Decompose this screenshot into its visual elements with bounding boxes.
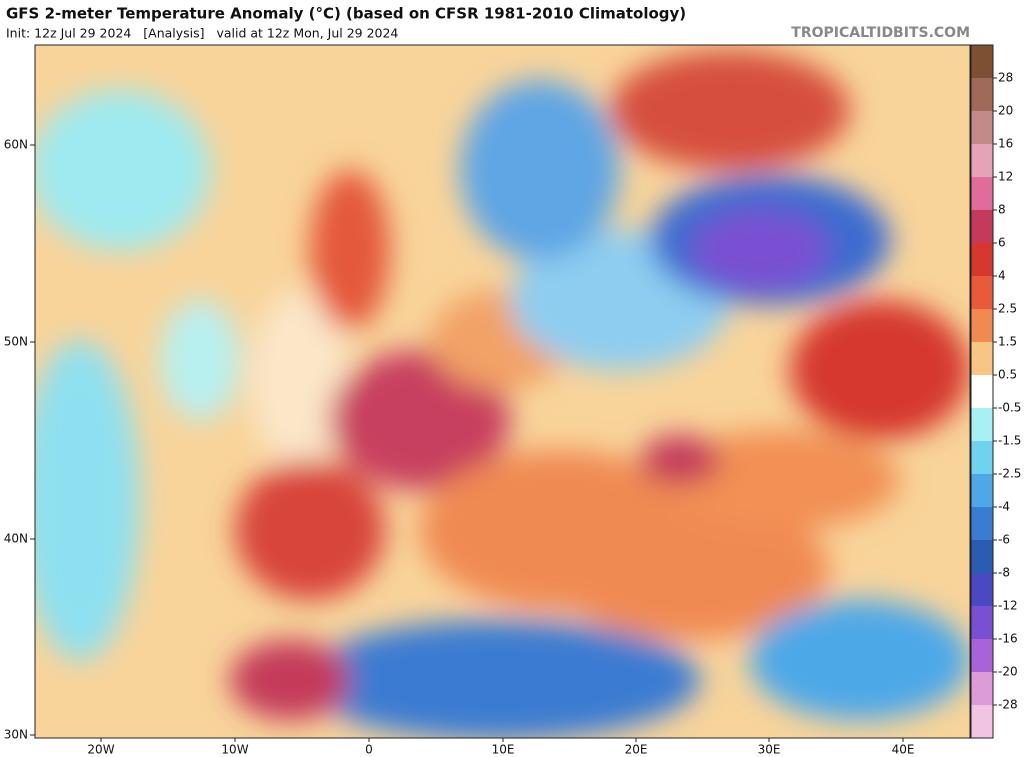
lon-label: 10E xyxy=(492,743,515,757)
colorbar-swatch xyxy=(971,375,993,409)
colorbar-frame xyxy=(970,44,994,739)
colorbar-label: -2.5 xyxy=(998,467,1021,481)
map xyxy=(35,45,970,738)
colorbar-swatch xyxy=(971,78,993,112)
lat-label: 30N xyxy=(4,728,28,742)
colorbar-swatch xyxy=(971,309,993,343)
colorbar-swatch xyxy=(971,441,993,475)
colorbar-swatch xyxy=(971,408,993,442)
colorbar-label: 28 xyxy=(998,71,1013,85)
colorbar-label: 12 xyxy=(998,170,1013,184)
colorbar-label: -20 xyxy=(998,665,1018,679)
colorbar-swatch xyxy=(971,672,993,706)
colorbar-label: 20 xyxy=(998,104,1013,118)
lon-label: 40E xyxy=(892,743,915,757)
colorbar-swatch xyxy=(971,177,993,211)
colorbar-swatch xyxy=(971,639,993,673)
lon-label: 20W xyxy=(87,743,114,757)
colorbar-label: -12 xyxy=(998,599,1018,613)
colorbar-label: 2.5 xyxy=(998,302,1017,316)
colorbar-swatch xyxy=(971,210,993,244)
colorbar-label: 8 xyxy=(998,203,1006,217)
colorbar-swatch xyxy=(971,144,993,178)
colorbar-label: 1.5 xyxy=(998,335,1017,349)
colorbar-swatch xyxy=(971,507,993,541)
colorbar-label: -1.5 xyxy=(998,434,1021,448)
colorbar-label: -8 xyxy=(998,566,1010,580)
title: GFS 2-meter Temperature Anomaly (°C) (ba… xyxy=(6,5,686,23)
colorbar-label: -0.5 xyxy=(998,401,1021,415)
colorbar-label: 4 xyxy=(998,269,1006,283)
colorbar-swatch xyxy=(971,243,993,277)
colorbar-label: 16 xyxy=(998,137,1013,151)
colorbar-swatch xyxy=(971,573,993,607)
colorbar-label: -16 xyxy=(998,632,1018,646)
lon-label: 30E xyxy=(758,743,781,757)
init-line: Init: 12z Jul 29 2024 [Analysis] valid a… xyxy=(6,26,398,41)
colorbar-label: 6 xyxy=(998,236,1006,250)
colorbar-swatch xyxy=(971,540,993,574)
colorbar-label: 0.5 xyxy=(998,368,1017,382)
colorbar-swatch xyxy=(971,111,993,145)
colorbar-swatch xyxy=(971,705,993,739)
lat-label: 40N xyxy=(4,532,28,546)
lon-label: 0 xyxy=(365,743,373,757)
colorbar-swatch xyxy=(971,342,993,376)
colorbar-label: -6 xyxy=(998,533,1010,547)
lat-label: 50N xyxy=(4,335,28,349)
colorbar-swatch xyxy=(971,606,993,640)
lon-label: 10W xyxy=(221,743,248,757)
lat-label: 60N xyxy=(4,138,28,152)
colorbar-swatch xyxy=(971,474,993,508)
lon-label: 20E xyxy=(625,743,648,757)
colorbar-swatch xyxy=(971,276,993,310)
colorbar-label: -28 xyxy=(998,698,1018,712)
colorbar-swatch xyxy=(971,45,993,79)
site-label: TROPICALTIDBITS.COM xyxy=(791,25,970,41)
colorbar-label: -4 xyxy=(998,500,1010,514)
